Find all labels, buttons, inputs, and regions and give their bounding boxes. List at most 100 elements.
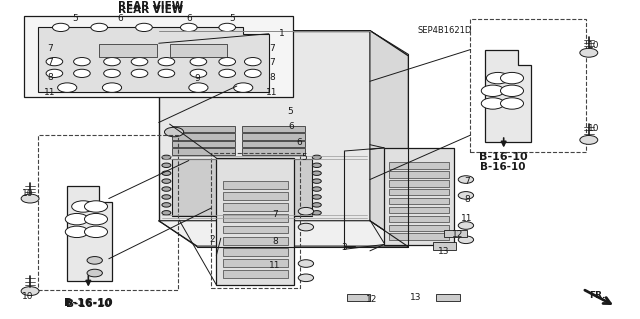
Text: B-16-10: B-16-10 (64, 298, 113, 308)
Bar (389, 198, 449, 204)
Circle shape (131, 57, 148, 66)
Text: 13: 13 (438, 247, 450, 256)
Text: 10: 10 (22, 292, 33, 301)
Circle shape (46, 69, 63, 78)
Circle shape (162, 179, 171, 183)
Bar (223, 226, 288, 234)
Circle shape (136, 23, 152, 32)
Polygon shape (159, 31, 408, 56)
Circle shape (190, 69, 207, 78)
Circle shape (87, 269, 102, 277)
Text: 5: 5 (287, 107, 292, 116)
Circle shape (580, 136, 598, 145)
Bar (216, 158, 294, 285)
Text: 2: 2 (210, 235, 215, 244)
Text: 8: 8 (465, 195, 470, 204)
Circle shape (74, 69, 90, 78)
Circle shape (312, 211, 321, 215)
Text: 5: 5 (229, 14, 234, 23)
Text: 12: 12 (365, 295, 377, 304)
Text: 7: 7 (269, 43, 275, 53)
Polygon shape (436, 294, 460, 301)
Circle shape (72, 201, 95, 212)
Circle shape (500, 72, 524, 84)
Text: B-16-10: B-16-10 (479, 162, 525, 172)
Circle shape (74, 57, 90, 66)
Text: 11: 11 (461, 214, 473, 223)
Bar (172, 126, 235, 132)
Circle shape (104, 57, 120, 66)
Circle shape (312, 155, 321, 160)
Circle shape (312, 203, 321, 207)
Bar (38, 135, 178, 291)
Circle shape (458, 222, 474, 229)
Bar (223, 270, 288, 278)
Bar (470, 19, 586, 152)
Bar (389, 162, 449, 169)
Text: 10: 10 (588, 41, 600, 50)
Circle shape (131, 69, 148, 78)
Circle shape (312, 163, 321, 167)
Bar (389, 234, 449, 240)
Circle shape (500, 98, 524, 109)
Text: 5: 5 (301, 153, 307, 162)
Text: 6: 6 (296, 137, 301, 147)
Bar (223, 259, 288, 267)
Bar (242, 141, 305, 147)
Circle shape (158, 69, 175, 78)
Circle shape (486, 72, 509, 84)
Circle shape (298, 260, 314, 267)
Text: REAR VIEW: REAR VIEW (118, 1, 183, 11)
Circle shape (481, 98, 504, 109)
Text: FR.: FR. (589, 291, 605, 300)
Circle shape (162, 171, 171, 175)
Circle shape (162, 211, 171, 215)
Circle shape (180, 23, 197, 32)
Circle shape (65, 226, 88, 238)
Circle shape (162, 187, 171, 191)
Text: 8: 8 (269, 73, 275, 82)
Bar (223, 214, 288, 222)
Text: 7: 7 (465, 177, 470, 186)
Circle shape (298, 223, 314, 231)
Circle shape (84, 213, 108, 225)
Circle shape (164, 127, 184, 137)
Text: 6: 6 (118, 14, 123, 23)
Text: B-16-10: B-16-10 (479, 152, 528, 162)
Circle shape (298, 274, 314, 282)
Circle shape (58, 83, 77, 93)
Circle shape (84, 226, 108, 238)
Circle shape (298, 207, 314, 215)
Circle shape (219, 57, 236, 66)
Bar (242, 133, 305, 140)
Bar (389, 207, 449, 213)
Text: 12: 12 (452, 230, 463, 239)
Circle shape (46, 57, 63, 66)
Text: 7: 7 (47, 58, 52, 67)
Bar (389, 189, 449, 196)
Bar (223, 248, 288, 256)
Text: 11: 11 (269, 261, 281, 270)
Circle shape (500, 85, 524, 97)
Bar (170, 44, 227, 56)
Bar (242, 148, 305, 155)
Circle shape (162, 163, 171, 167)
Circle shape (190, 57, 207, 66)
Text: 8: 8 (47, 73, 52, 82)
Circle shape (219, 69, 236, 78)
Bar (384, 148, 454, 245)
Bar (24, 16, 293, 97)
Text: SEP4B1621D: SEP4B1621D (418, 26, 472, 35)
Text: 7: 7 (269, 58, 275, 67)
Circle shape (312, 179, 321, 183)
Polygon shape (347, 294, 370, 301)
Polygon shape (485, 49, 531, 142)
Circle shape (458, 176, 474, 183)
Circle shape (87, 256, 102, 264)
Circle shape (481, 85, 504, 97)
Text: 7: 7 (273, 210, 278, 219)
Text: 13: 13 (410, 293, 422, 302)
Circle shape (312, 187, 321, 191)
Text: 1: 1 (279, 29, 284, 38)
Circle shape (158, 57, 175, 66)
